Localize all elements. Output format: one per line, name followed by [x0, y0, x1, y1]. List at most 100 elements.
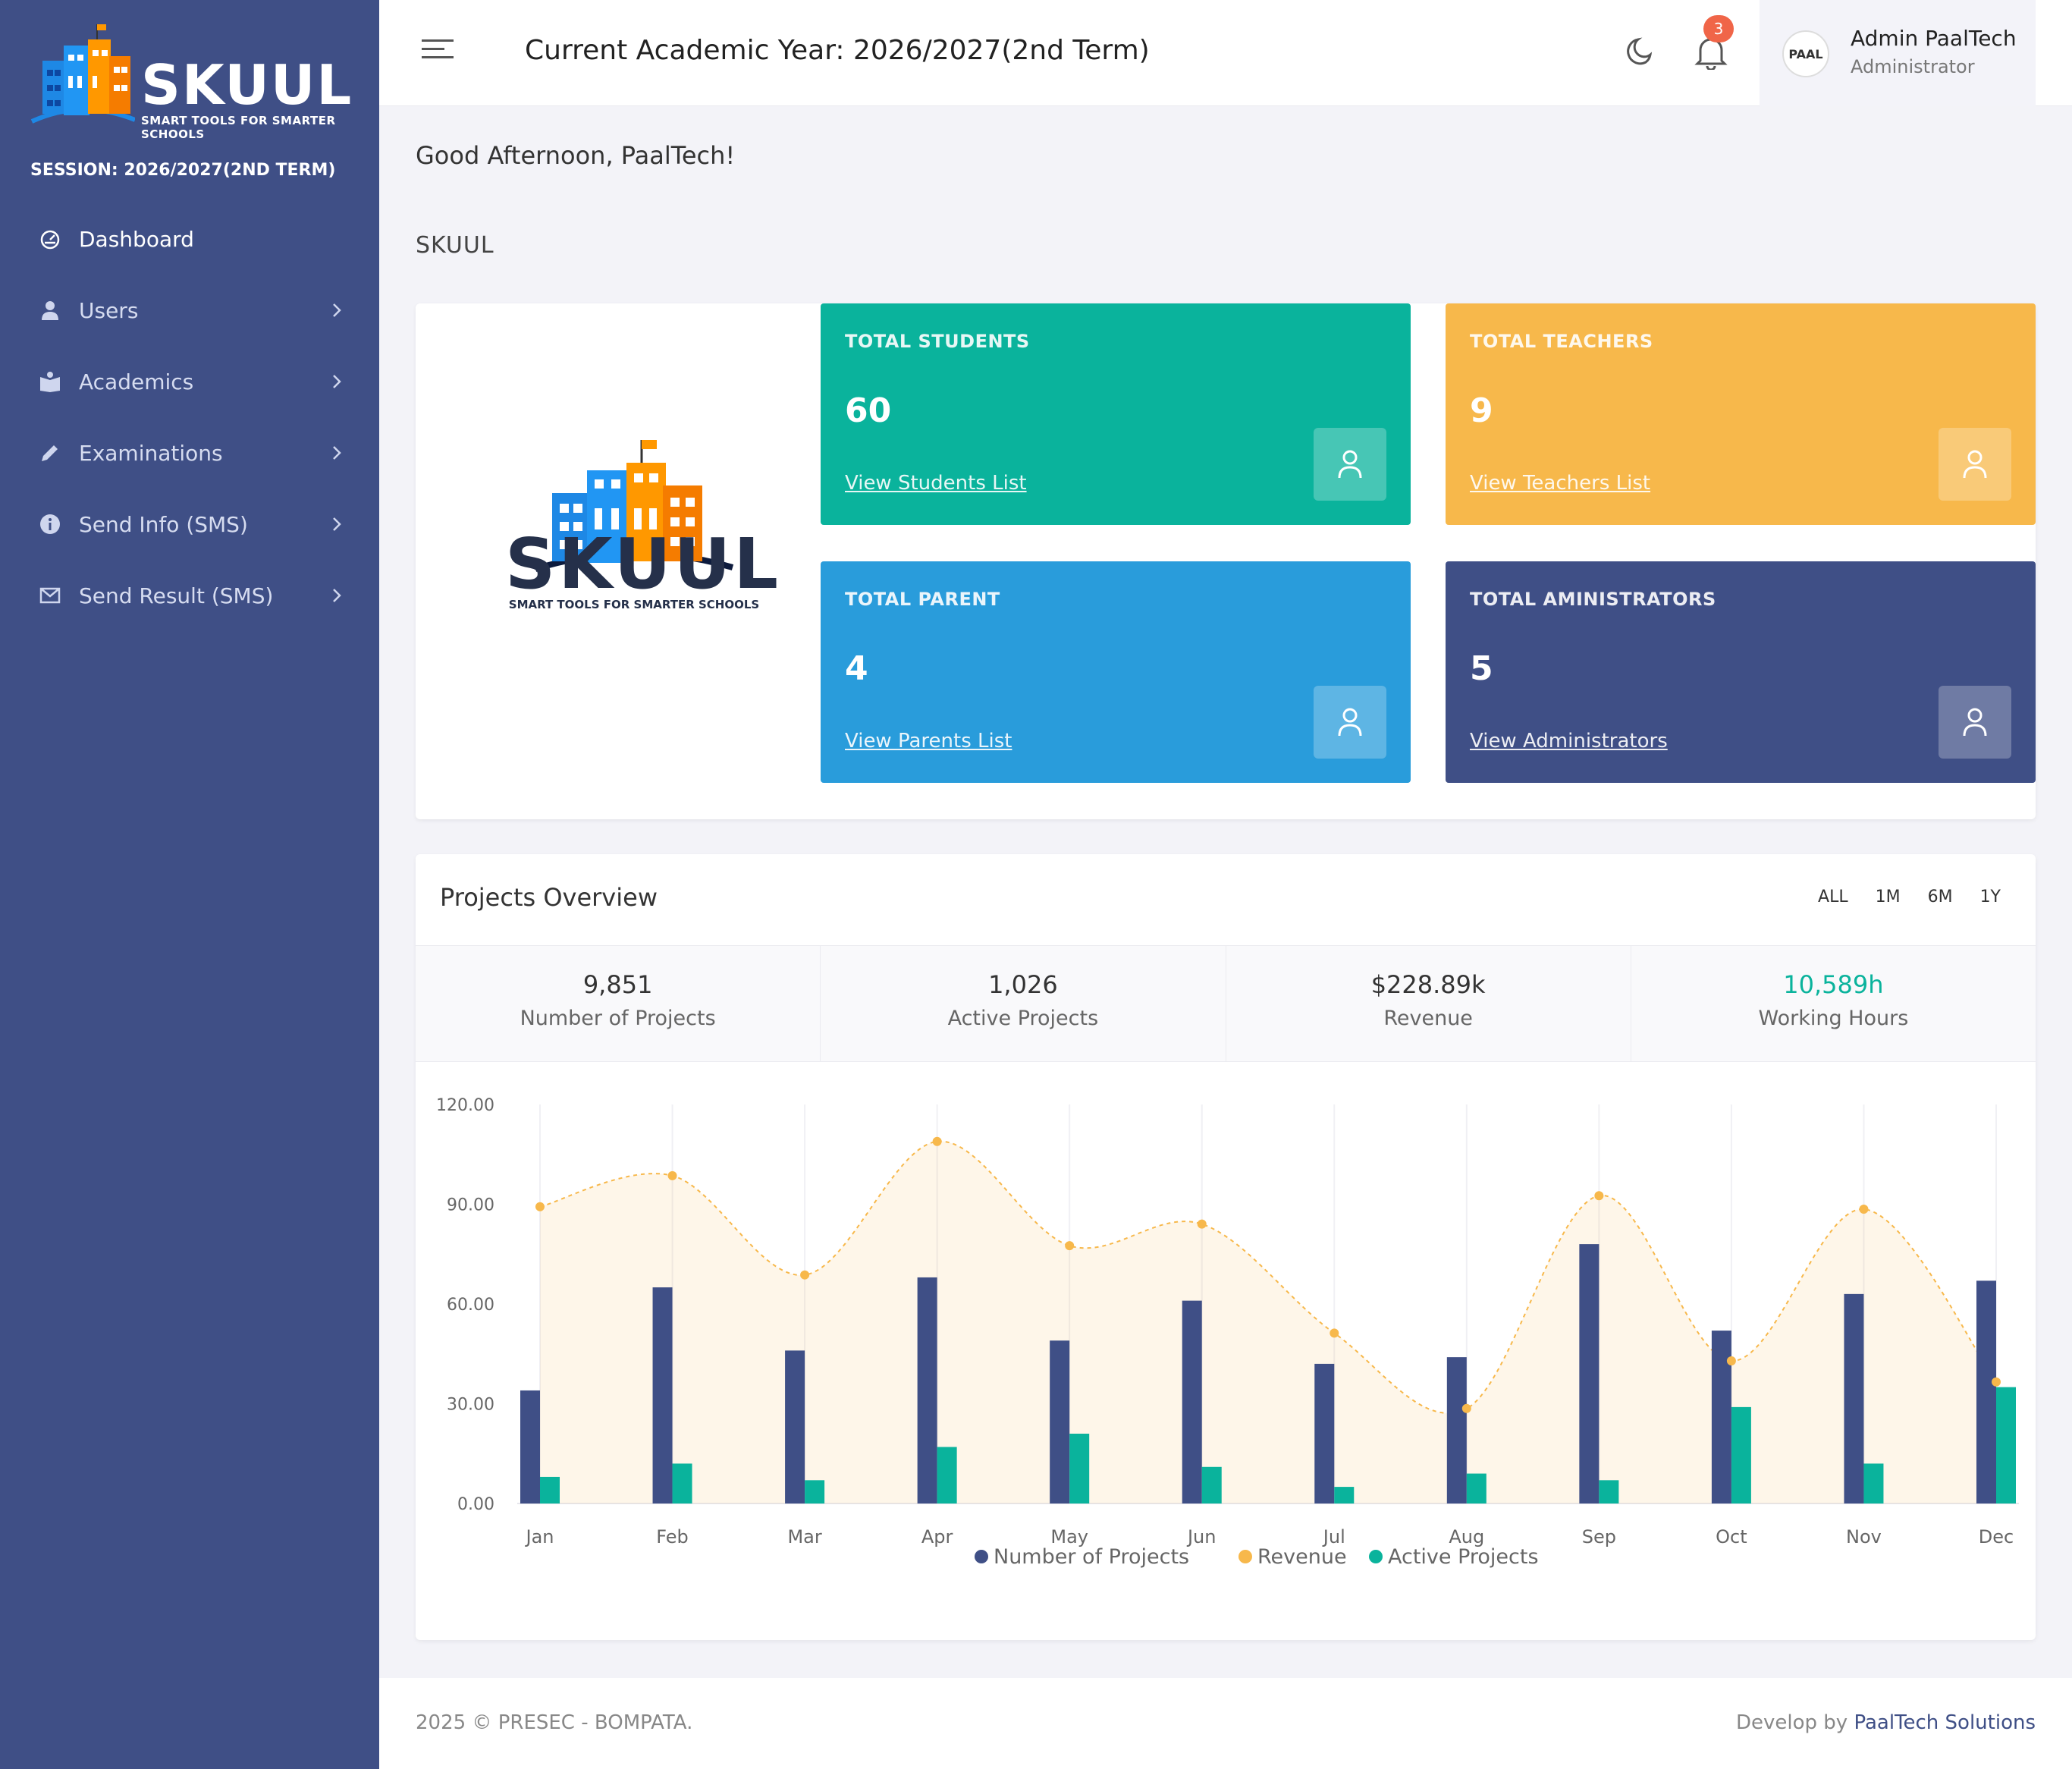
- user-icon: [1314, 428, 1386, 501]
- user-icon: [1939, 428, 2011, 501]
- revenue-point: [932, 1136, 942, 1146]
- bar-number-of-projects: [785, 1350, 805, 1503]
- stat-value: 60: [845, 391, 892, 430]
- revenue-point: [800, 1270, 810, 1280]
- summary-value: 9,851: [582, 970, 653, 999]
- sidebar-item-send-info[interactable]: Send Info (SMS): [0, 489, 379, 560]
- bar-active-projects: [1069, 1433, 1090, 1503]
- avatar-initials: PAAL: [1788, 46, 1823, 61]
- x-tick-label: Oct: [1716, 1526, 1747, 1547]
- page-footer: 2025 © PRESEC - BOMPATA. Develop by Paal…: [379, 1678, 2072, 1769]
- bar-number-of-projects: [1711, 1331, 1731, 1503]
- bar-active-projects: [937, 1447, 957, 1503]
- user-icon: [1939, 686, 2011, 759]
- dashboard-icon: [38, 227, 62, 251]
- x-tick-label: Jun: [1186, 1526, 1217, 1547]
- filter-1y-button[interactable]: 1Y: [1979, 888, 2001, 906]
- projects-overview-card: Projects Overview ALL 1M 6M 1Y 9,851 Num…: [416, 854, 2036, 1640]
- summary-value: 1,026: [988, 970, 1058, 999]
- x-tick-label: Sep: [1582, 1526, 1616, 1547]
- sidebar-item-academics[interactable]: Academics: [0, 346, 379, 417]
- stat-label: TOTAL STUDENTS: [845, 331, 1030, 352]
- summary-number-of-projects: 9,851 Number of Projects: [416, 946, 821, 1061]
- project-summary-row: 9,851 Number of Projects 1,026 Active Pr…: [416, 945, 2036, 1062]
- sidebar-item-dashboard[interactable]: Dashboard: [0, 203, 379, 275]
- bar-number-of-projects: [1050, 1340, 1070, 1503]
- school-name: SKUUL: [505, 523, 781, 605]
- developer-link[interactable]: PaalTech Solutions: [1854, 1711, 2036, 1734]
- sidebar-item-label: Send Info (SMS): [79, 511, 248, 537]
- user-profile-menu[interactable]: PAAL Admin PaalTech Administrator: [1760, 0, 2036, 106]
- stat-card-parents: TOTAL PARENT 4 View Parents List: [821, 561, 1411, 783]
- view-students-link[interactable]: View Students List: [845, 472, 1027, 495]
- bar-number-of-projects: [520, 1390, 540, 1503]
- avatar: PAAL: [1782, 30, 1829, 77]
- top-header: Current Academic Year: 2026/2027(2nd Ter…: [379, 0, 2072, 106]
- user-icon: [1314, 686, 1386, 759]
- y-tick-label: 30.00: [447, 1396, 494, 1415]
- view-teachers-link[interactable]: View Teachers List: [1470, 472, 1651, 495]
- footer-credit: Develop by PaalTech Solutions: [1736, 1711, 2036, 1734]
- bar-active-projects: [1863, 1463, 1884, 1503]
- page-title: SKUUL: [416, 232, 494, 259]
- sidebar-nav: Dashboard Users Academics Examinations: [0, 203, 379, 631]
- filter-1m-button[interactable]: 1M: [1875, 888, 1901, 906]
- revenue-point: [1859, 1205, 1869, 1214]
- dark-mode-moon-icon[interactable]: [1623, 35, 1656, 68]
- legend-label: Revenue: [1257, 1545, 1347, 1569]
- user-role: Administrator: [1851, 56, 1975, 77]
- view-administrators-link[interactable]: View Administrators: [1470, 730, 1668, 753]
- stat-card-administrators: TOTAL AMINISTRATORS 5 View Administrator…: [1446, 561, 2036, 783]
- revenue-point: [667, 1170, 677, 1180]
- logo-tagline: SMART TOOLS FOR SMARTER SCHOOLS: [141, 114, 336, 141]
- revenue-point: [1726, 1356, 1736, 1365]
- x-tick-label: May: [1050, 1526, 1088, 1547]
- stat-card-students: TOTAL STUDENTS 60 View Students List: [821, 303, 1411, 525]
- hamburger-menu-icon[interactable]: [422, 38, 454, 61]
- user-icon: [38, 298, 62, 322]
- sidebar-item-users[interactable]: Users: [0, 275, 379, 346]
- view-parents-link[interactable]: View Parents List: [845, 730, 1012, 753]
- sidebar-item-label: Send Result (SMS): [79, 583, 274, 608]
- sidebar-item-label: Users: [79, 297, 139, 323]
- y-tick-label: 0.00: [457, 1495, 494, 1514]
- sidebar-item-send-result[interactable]: Send Result (SMS): [0, 560, 379, 631]
- bar-active-projects: [1599, 1480, 1619, 1503]
- revenue-point: [535, 1202, 545, 1211]
- stat-value: 4: [845, 649, 868, 688]
- legend-label: Active Projects: [1388, 1545, 1539, 1569]
- x-tick-label: Aug: [1449, 1526, 1484, 1547]
- sidebar-item-examinations[interactable]: Examinations: [0, 417, 379, 489]
- academic-year-title: Current Academic Year: 2026/2027(2nd Ter…: [525, 35, 1150, 66]
- y-tick-label: 90.00: [447, 1196, 494, 1215]
- logo-text: SKUUL: [141, 53, 353, 117]
- summary-working-hours: 10,589h Working Hours: [1631, 946, 2036, 1061]
- x-tick-label: Jul: [1322, 1526, 1345, 1547]
- revenue-point: [1992, 1377, 2001, 1387]
- bar-number-of-projects: [1446, 1357, 1467, 1503]
- bar-number-of-projects: [917, 1277, 937, 1503]
- chart-filter-group: ALL 1M 6M 1Y: [1804, 888, 2014, 906]
- summary-active-projects: 1,026 Active Projects: [821, 946, 1226, 1061]
- footer-copyright: 2025 © PRESEC - BOMPATA.: [416, 1711, 693, 1734]
- x-tick-label: Dec: [1979, 1526, 2014, 1547]
- filter-6m-button[interactable]: 6M: [1927, 888, 1953, 906]
- session-label: SESSION: 2026/2027(2ND TERM): [30, 161, 336, 180]
- x-tick-label: Feb: [656, 1526, 689, 1547]
- summary-revenue: $228.89k Revenue: [1226, 946, 1631, 1061]
- revenue-point: [1594, 1191, 1604, 1201]
- revenue-point: [1065, 1241, 1075, 1251]
- book-icon: [38, 369, 62, 394]
- filter-all-button[interactable]: ALL: [1818, 888, 1848, 906]
- building-logo-icon: [30, 24, 137, 124]
- app-logo[interactable]: SKUUL SMART TOOLS FOR SMARTER SCHOOLS: [29, 23, 370, 141]
- chevron-right-icon: [333, 589, 341, 602]
- summary-label: Revenue: [1383, 1007, 1473, 1030]
- sidebar-item-label: Dashboard: [79, 226, 194, 252]
- bar-active-projects: [805, 1480, 825, 1503]
- legend-marker: [1369, 1550, 1383, 1563]
- summary-label: Working Hours: [1758, 1007, 1909, 1030]
- x-tick-label: Nov: [1846, 1526, 1882, 1547]
- x-tick-label: Mar: [787, 1526, 821, 1547]
- bar-active-projects: [1201, 1466, 1222, 1503]
